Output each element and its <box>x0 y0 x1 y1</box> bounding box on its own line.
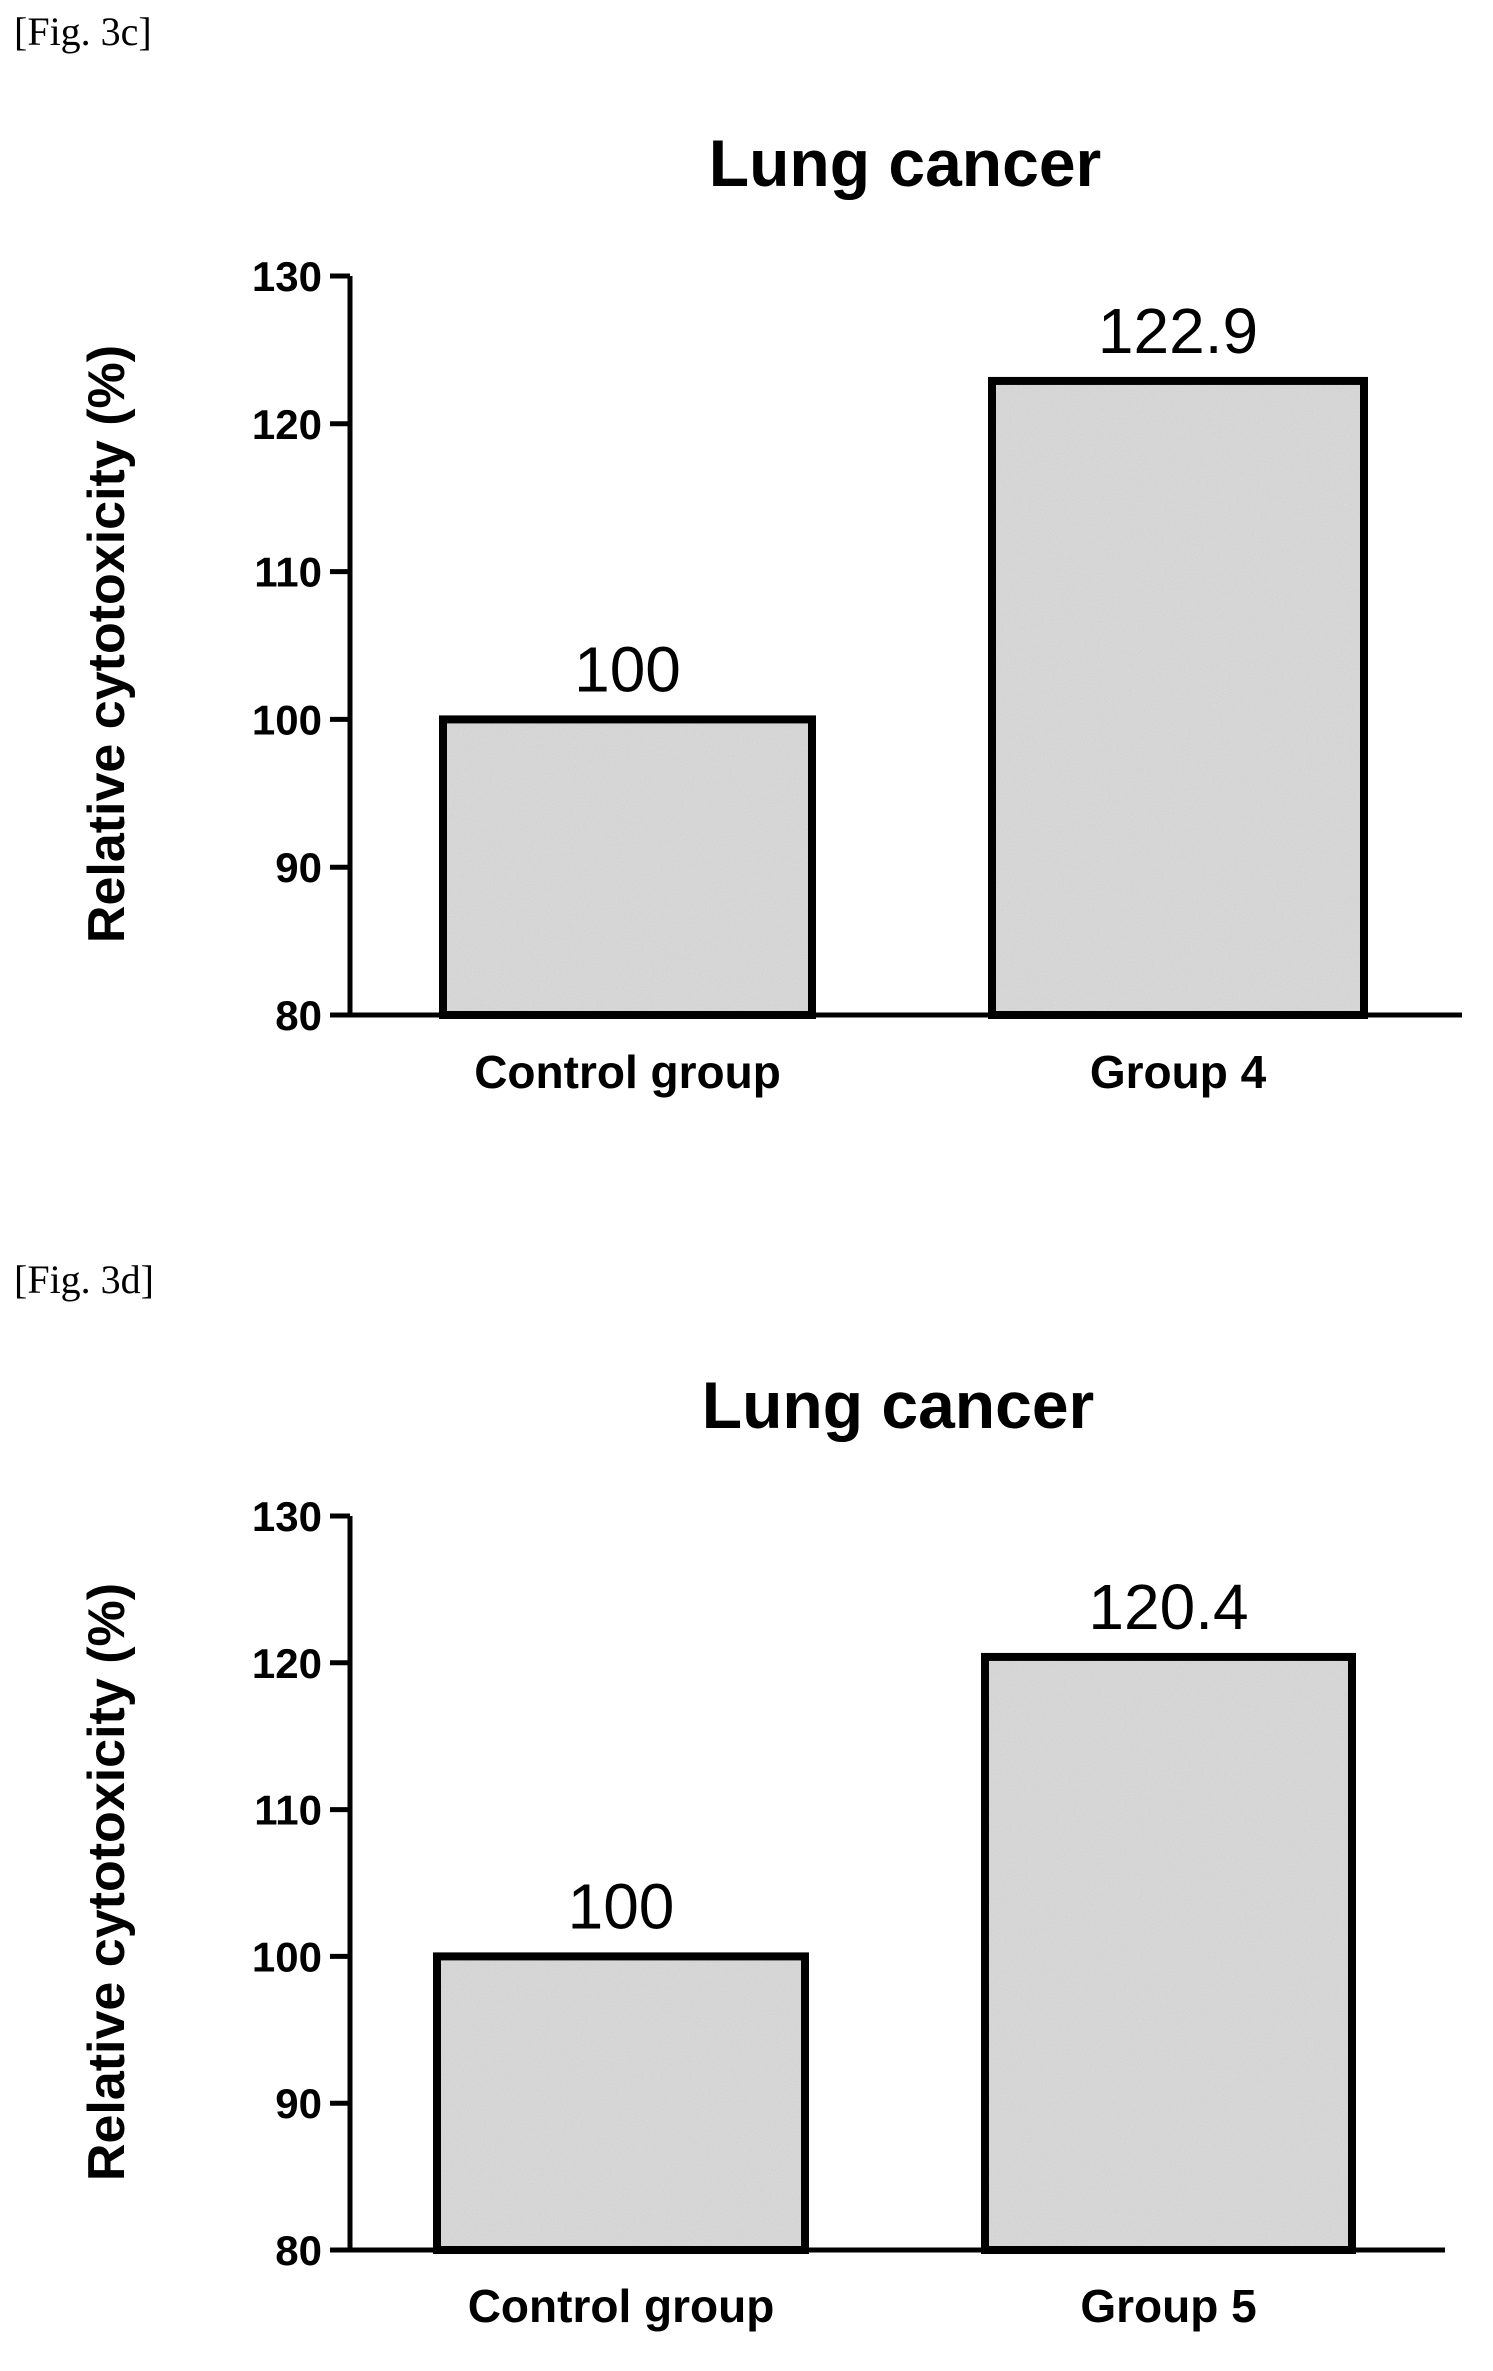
data-label-2: 120.4 <box>1088 1571 1248 1643</box>
chart-title: Lung cancer <box>702 1368 1094 1442</box>
y-axis-label: Relative cytotoxicity (%) <box>78 1583 136 2181</box>
y-tick-label: 110 <box>254 549 322 596</box>
bar-2-texture <box>992 380 1364 1015</box>
figure-label-3c: [Fig. 3c] <box>14 9 152 54</box>
y-tick-label: 120 <box>252 401 322 448</box>
bar-2 <box>988 376 1368 1019</box>
x-category-label-2: Group 4 <box>1090 1046 1267 1098</box>
data-label-1: 100 <box>574 633 681 705</box>
y-tick-label: 80 <box>275 992 322 1039</box>
x-category-label-2: Group 5 <box>1080 2280 1256 2332</box>
y-tick-label: 90 <box>275 2080 322 2127</box>
y-axis-label: Relative cytotoxicity (%) <box>78 345 136 943</box>
bar-2 <box>981 1652 1356 2254</box>
y-tick-label: 110 <box>254 1787 322 1834</box>
bar-1-texture <box>443 719 812 1015</box>
bar-1 <box>439 715 816 1020</box>
data-label-1: 100 <box>568 1870 675 1942</box>
y-tick-label: 120 <box>252 1640 322 1687</box>
x-category-label-1: Control group <box>468 2280 775 2332</box>
y-tick-label: 130 <box>252 253 322 300</box>
chart-3c: Lung cancer Relative cytotoxicity (%) 80… <box>78 126 1462 1098</box>
data-label-2: 122.9 <box>1098 295 1258 367</box>
chart-title: Lung cancer <box>709 126 1101 200</box>
y-tick-label: 90 <box>275 844 322 891</box>
y-tick-label: 100 <box>252 1933 322 1980</box>
bar-2-texture <box>985 1656 1352 2250</box>
bar-1-texture <box>437 1956 805 2250</box>
bar-1 <box>433 1952 809 2255</box>
y-tick-label: 80 <box>275 2227 322 2274</box>
y-tick-label: 100 <box>252 696 322 743</box>
x-category-label-1: Control group <box>474 1046 781 1098</box>
y-tick-label: 130 <box>252 1493 322 1540</box>
figure-label-3d: [Fig. 3d] <box>14 1257 154 1302</box>
